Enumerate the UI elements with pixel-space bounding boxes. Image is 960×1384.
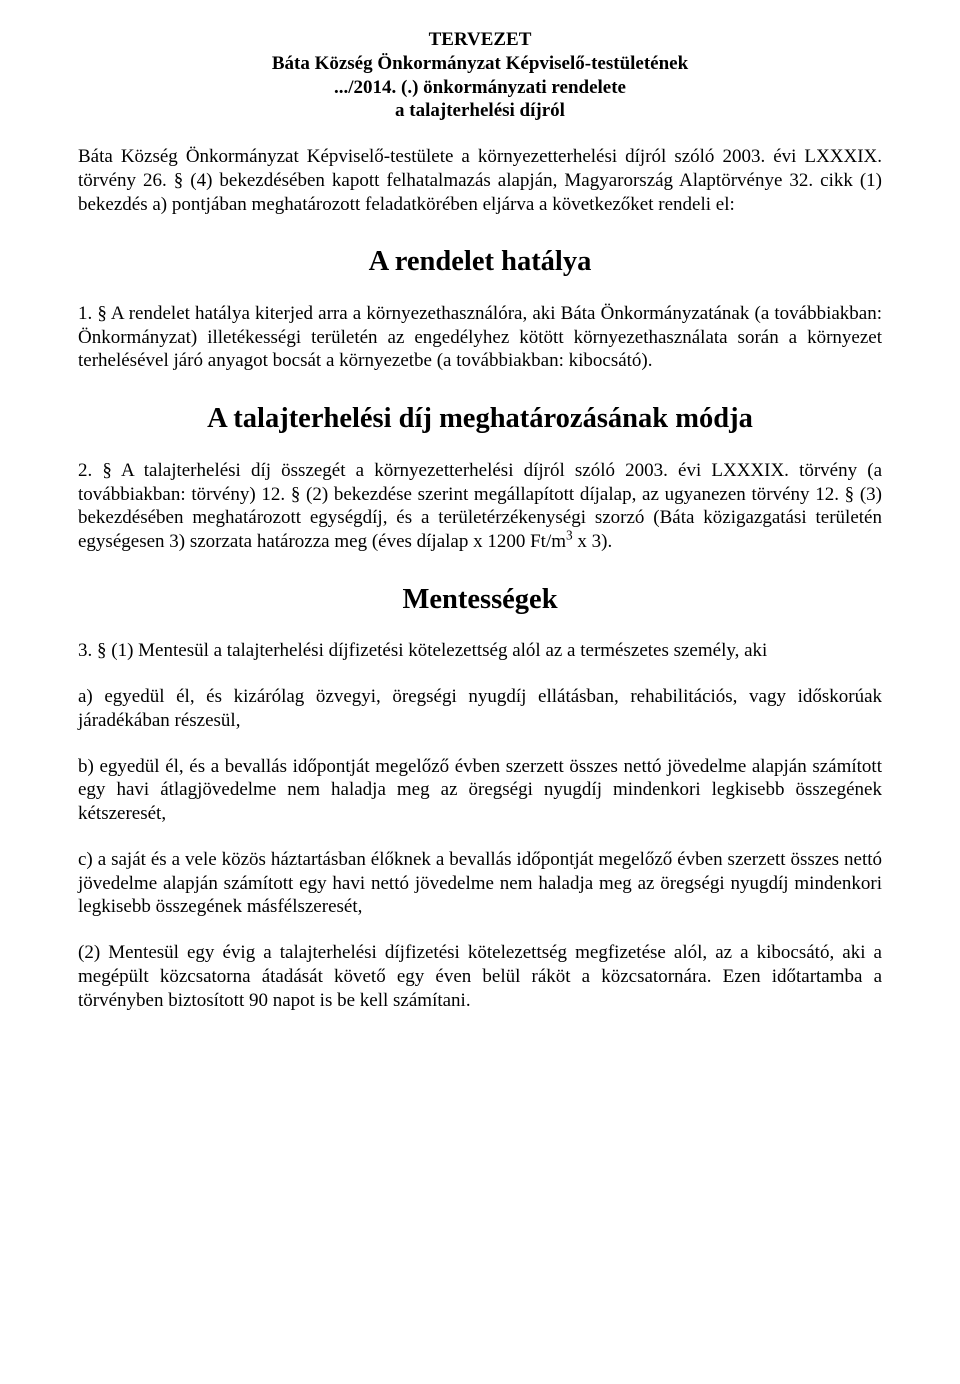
section-3-intro: 3. § (1) Mentesül a talajterhelési díjfi… xyxy=(78,639,882,663)
section-2-heading: A talajterhelési díj meghatározásának mó… xyxy=(78,401,882,437)
document-header: TERVEZET Báta Község Önkormányzat Képvis… xyxy=(78,28,882,123)
section-3-item-c: c) a saját és a vele közös háztartásban … xyxy=(78,848,882,919)
section-3-paragraph-2: (2) Mentesül egy évig a talajterhelési d… xyxy=(78,941,882,1012)
section-1-paragraph: 1. § A rendelet hatálya kiterjed arra a … xyxy=(78,302,882,373)
header-line-2: Báta Község Önkormányzat Képviselő-testü… xyxy=(78,52,882,76)
header-line-3: .../2014. (.) önkormányzati rendelete xyxy=(78,76,882,100)
section-2-paragraph: 2. § A talajterhelési díj összegét a kör… xyxy=(78,459,882,554)
preamble-paragraph: Báta Község Önkormányzat Képviselő-testü… xyxy=(78,145,882,216)
section-2-text-suffix: x 3). xyxy=(573,531,613,552)
section-3-item-b: b) egyedül él, és a bevallás időpontját … xyxy=(78,755,882,826)
section-1-heading: A rendelet hatálya xyxy=(78,244,882,280)
header-line-1: TERVEZET xyxy=(78,28,882,52)
section-3-heading: Mentességek xyxy=(78,582,882,618)
header-line-4: a talajterhelési díjról xyxy=(78,99,882,123)
section-3-item-a: a) egyedül él, és kizárólag özvegyi, öre… xyxy=(78,685,882,733)
section-2-superscript: 3 xyxy=(566,528,573,543)
section-2-text-prefix: 2. § A talajterhelési díj összegét a kör… xyxy=(78,460,882,552)
